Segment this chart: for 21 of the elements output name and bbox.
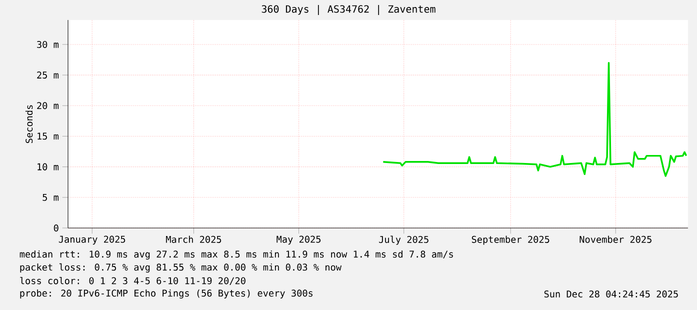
y-tick-label: 30 m	[37, 40, 58, 48]
y-tick-label: 0	[54, 224, 58, 232]
y-tick-label: 10 m	[38, 163, 58, 170]
text: Sun Dec 28 04:24:45 2025	[544, 290, 678, 298]
x-tick-label: March 2025	[166, 236, 222, 243]
y-tick-label: 15 m	[38, 132, 58, 140]
y-tick-label: 5 m	[42, 194, 58, 201]
y-tick-label: 25 m	[37, 72, 58, 79]
text: packet loss: 0.75 % avg 81.55 % max 0.00 % min 0.03 % now	[20, 263, 342, 273]
y-tick-label: 20 m	[37, 102, 58, 110]
x-tick-label: July 2025	[379, 236, 428, 245]
chart-title: 360 Days | AS34762 | Zaventem	[262, 5, 436, 15]
text: median rtt: 10.9 ms avg 27.2 ms max 8.5 ms min 11.9 ms now 1.4 ms sd 7.8 am/s	[20, 250, 453, 260]
y-axis-title: Seconds	[25, 105, 33, 144]
x-tick-label: November 2025	[580, 236, 652, 243]
x-tick-label: September 2025	[472, 236, 550, 245]
text: probe: 20 IPv6-ICMP Echo Pings (56 Bytes) every 300s	[20, 289, 312, 299]
line-series	[382, 62, 688, 177]
x-tick-label: May 2025	[276, 236, 321, 245]
x-tick-label: January 2025	[58, 236, 126, 245]
text: loss color: 0 1 2 3 4-5 6-10 11-19 20/20	[20, 276, 246, 285]
